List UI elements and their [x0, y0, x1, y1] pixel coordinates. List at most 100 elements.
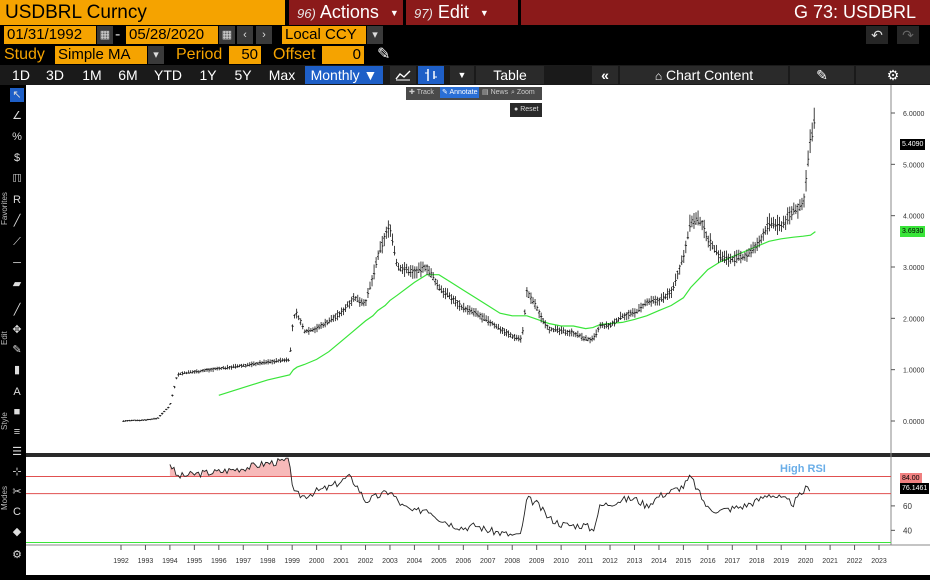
x-tick-label: 1995	[187, 558, 203, 565]
chart-panel[interactable]: 6.0000 5.0000 4.0000 3.0000 2.0000 1.0000 0.00…	[26, 85, 930, 575]
offset-field[interactable]: 0	[322, 46, 364, 64]
calendar-icon[interactable]: ▦	[97, 26, 113, 44]
edit-number: 97)	[414, 6, 433, 21]
pen-icon[interactable]: ╱	[13, 304, 21, 316]
line-weight-icon[interactable]: ☰	[12, 446, 22, 458]
security-field[interactable]: USDBRL Curncy	[0, 0, 285, 25]
collapse-icon[interactable]: «	[592, 66, 618, 84]
price-chart[interactable]: 6.0000 5.0000 4.0000 3.0000 2.0000 1.0000 0.00…	[26, 85, 930, 575]
line-style-icon[interactable]: ≡	[13, 426, 21, 438]
start-date-field[interactable]: 01/31/1992	[4, 26, 96, 44]
chevron-down-icon: ▼	[363, 67, 378, 83]
timeframe-1y[interactable]: 1Y	[199, 67, 217, 83]
line-chart-icon[interactable]	[390, 66, 416, 84]
chevron-down-icon: ▼	[389, 7, 399, 18]
timeframe-5y[interactable]: 5Y	[234, 67, 252, 83]
chevron-right-icon[interactable]: ›	[256, 26, 272, 44]
palette-icon[interactable]: ◆	[12, 526, 22, 538]
timeframe-1m[interactable]: 1M	[82, 67, 102, 83]
timeframe-max[interactable]: Max	[268, 67, 296, 83]
channel-icon[interactable]: ▰	[12, 278, 22, 290]
x-tick-label: 2010	[553, 558, 569, 565]
fib-tool-icon[interactable]: ℿ	[12, 173, 22, 185]
move-icon[interactable]: ✥	[12, 324, 22, 336]
percent-tool-icon[interactable]: %	[12, 131, 22, 143]
periodicity-dropdown[interactable]: Monthly ▼	[305, 66, 383, 84]
x-tick-label: 2017	[725, 558, 741, 565]
rsi-line	[169, 457, 811, 537]
x-tick-label: 2000	[309, 558, 325, 565]
calendar-icon[interactable]: ▦	[219, 26, 235, 44]
price-pane	[26, 85, 891, 453]
reset-button[interactable]: ● Reset	[510, 103, 543, 117]
actions-label: Actions	[319, 2, 379, 22]
timeframe-6m[interactable]: 6M	[118, 67, 138, 83]
timeframe-ytd[interactable]: YTD	[154, 67, 182, 83]
x-tick-label: 2001	[333, 558, 349, 565]
drawing-toolbar: ↖ ∠ % $ ℿ R ╱ ⟋ ─ ▰ ╱ ✥ ✎ ▮ A ■ ≡ ☰ ⊹ ✂ …	[0, 85, 26, 575]
pencil-icon[interactable]: ✎	[377, 46, 391, 63]
price-tick-label: 6.0000	[903, 111, 925, 118]
x-tick-label: 2004	[407, 558, 423, 565]
chevron-left-icon[interactable]: ‹	[237, 26, 253, 44]
edit-chart-icon[interactable]: ✎	[790, 66, 854, 84]
chevron-down-icon[interactable]: ▾	[367, 26, 383, 44]
trash-icon[interactable]: ▮	[13, 364, 21, 376]
edit-menu[interactable]: 97) Edit ▼	[406, 0, 518, 25]
rsi-high-tag: 84.00	[900, 473, 922, 484]
x-tick-label: 1998	[260, 558, 276, 565]
period-field[interactable]: 50	[229, 46, 261, 64]
chart-content-label: Chart Content	[665, 67, 754, 83]
x-tick-label: 2007	[480, 558, 496, 565]
rsi-axis-bg	[891, 457, 930, 545]
pane-divider	[26, 453, 930, 457]
currency-field[interactable]: Local CCY	[282, 26, 366, 44]
draw-icon[interactable]: ✎	[12, 344, 22, 356]
x-tick-label: 1999	[284, 558, 300, 565]
news-option[interactable]: ▤ News	[482, 89, 509, 96]
snap-icon[interactable]: C	[13, 506, 21, 518]
end-date-field[interactable]: 05/28/2020	[126, 26, 218, 44]
last-price-tag: 5.4090	[900, 139, 926, 150]
zoom-option[interactable]: ⌕ Zoom	[511, 89, 535, 96]
bar-chart-icon[interactable]	[418, 66, 444, 84]
edit-label: Edit	[437, 2, 469, 22]
chevron-down-icon[interactable]: ▾	[148, 46, 164, 64]
timeframe-3d[interactable]: 3D	[46, 67, 64, 83]
timeframe-1d[interactable]: 1D	[12, 67, 30, 83]
line-tool-icon[interactable]: ∠	[12, 110, 22, 122]
brush-icon[interactable]: ⟋	[13, 236, 21, 248]
gear-icon[interactable]: ⚙	[12, 549, 22, 561]
chart-content-button[interactable]: ⌂ Chart Content	[620, 66, 788, 84]
date-separator: -	[115, 26, 121, 43]
mode-icon[interactable]: ✂	[12, 486, 22, 498]
x-tick-label: 1993	[138, 558, 154, 565]
trend-line-icon[interactable]: ╱	[13, 215, 21, 227]
x-tick-label: 1992	[113, 558, 129, 565]
actions-menu[interactable]: 96) Actions ▼	[289, 0, 403, 25]
text-style-icon[interactable]: A	[13, 386, 21, 398]
moving-average-line	[218, 231, 816, 396]
modes-side-label: Modes	[0, 485, 9, 510]
undo-icon[interactable]: ↶	[866, 26, 888, 44]
track-option[interactable]: ✚ Track	[409, 89, 434, 96]
fill-style-icon[interactable]: ■	[13, 406, 21, 418]
chevron-down-icon[interactable]: ▼	[450, 66, 474, 84]
gear-icon[interactable]: ⚙	[856, 66, 930, 84]
dollar-tool-icon[interactable]: $	[13, 152, 21, 164]
x-tick-label: 2012	[602, 558, 618, 565]
study-field[interactable]: Simple MA	[55, 46, 147, 64]
period-label: Period	[176, 46, 223, 63]
crosshair-icon[interactable]: ⊹	[12, 466, 22, 478]
annotate-option[interactable]: ✎ Annotate	[440, 87, 480, 98]
rsi-pane	[26, 457, 891, 545]
favorites-label: Favorites	[0, 192, 9, 225]
redo-icon[interactable]: ↷	[897, 26, 919, 44]
rsi-tool-icon[interactable]: R	[13, 194, 21, 206]
offset-label: Offset	[273, 46, 316, 63]
rsi-tick-label: 60	[903, 502, 912, 511]
table-button[interactable]: Table	[476, 66, 544, 84]
horizontal-line-icon[interactable]: ─	[13, 257, 21, 269]
x-tick-label: 2011	[578, 558, 593, 565]
cursor-icon[interactable]: ↖	[10, 88, 24, 102]
